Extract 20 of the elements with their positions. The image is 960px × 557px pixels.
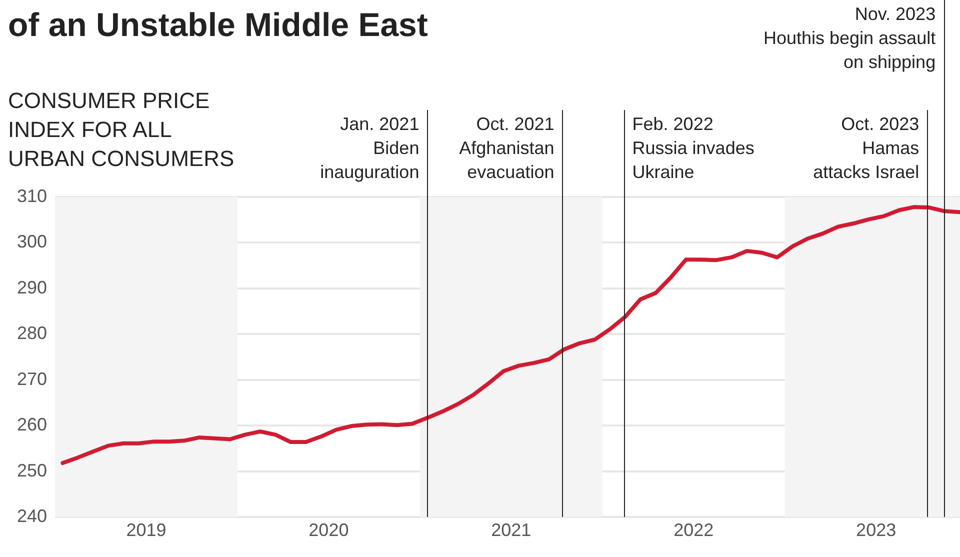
- y-tick-label: 300: [16, 232, 47, 252]
- ref-line-label: Feb. 2022 Russia invades Ukraine: [632, 114, 754, 182]
- x-tick-label: 2022: [674, 520, 714, 540]
- y-axis-title: CONSUMER PRICE INDEX FOR ALL URBAN CONSUMERS: [8, 87, 234, 173]
- ref-line-label: Nov. 2023 Houthis begin assault on shipping: [763, 4, 936, 72]
- y-tick-label: 280: [16, 323, 47, 344]
- x-tick-label: 2023: [856, 520, 896, 540]
- y-tick-label: 240: [16, 506, 47, 526]
- y-tick-label: 260: [16, 414, 47, 435]
- ref-line-label: Jan. 2021 Biden inauguration: [320, 114, 420, 182]
- ref-line-label: Oct. 2023 Hamas attacks Israel: [813, 114, 920, 182]
- y-tick-label: 250: [16, 460, 47, 480]
- chart-title: of an Unstable Middle East: [8, 6, 428, 44]
- y-tick-label: 310: [16, 186, 47, 206]
- x-tick-label: 2020: [308, 520, 349, 540]
- y-tick-label: 270: [16, 368, 47, 389]
- y-tick-label: 290: [16, 277, 47, 298]
- x-tick-label: 2021: [491, 520, 532, 540]
- x-tick-label: 2019: [126, 520, 166, 540]
- ref-line-label: Oct. 2021 Afghanistan evacuation: [459, 114, 554, 182]
